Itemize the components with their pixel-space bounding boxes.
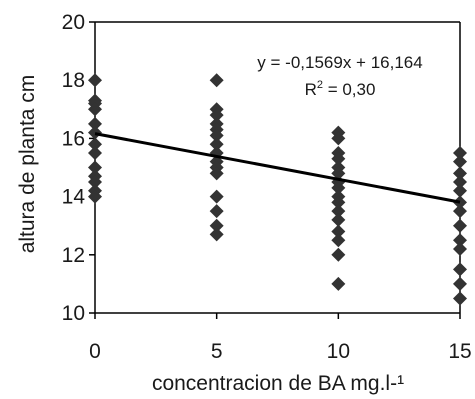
data-point [453,276,467,291]
data-point [453,218,467,233]
data-point [209,204,224,219]
x-tick-label: 5 [211,340,223,363]
data-point [209,128,224,143]
data-point [209,108,224,123]
y-tick-label: 12 [62,244,85,267]
data-point [88,137,102,152]
data-point [88,102,102,117]
data-point [209,189,224,204]
x-ticks: 0 5 10 15 [89,313,472,363]
data-point [209,73,224,88]
r-squared-annotation: R2 = 0,30 [305,79,376,99]
data-point [453,262,467,277]
data-point [331,131,346,146]
data-point [453,145,467,160]
data-point [331,195,346,210]
y-ticks: 10 12 14 16 18 20 [62,11,95,325]
y-tick-label: 18 [62,69,85,92]
y-tick-label: 10 [62,302,85,325]
data-point [453,241,467,256]
x-tick-label: 15 [448,340,471,363]
trendline [94,132,461,204]
data-point [331,212,346,227]
data-point [88,189,102,204]
data-point [88,125,102,140]
data-point [88,160,102,175]
data-point [453,154,467,169]
x-tick-label: 10 [327,340,350,363]
data-point [209,166,224,181]
data-point [209,218,224,233]
data-point [88,145,102,160]
data-point [331,233,346,248]
data-point [88,116,102,131]
data-point [453,291,467,306]
y-axis-title: altura de planta cm [16,75,39,254]
data-point [453,204,467,219]
data-points [88,73,467,306]
data-point [331,204,346,219]
data-point [331,151,346,166]
data-point [453,195,467,210]
y-tick-label: 20 [62,11,85,34]
data-point [453,175,467,190]
data-point [209,137,224,152]
x-tick-label: 0 [89,340,101,363]
equation-annotation: y = -0,1569x + 16,164 [257,53,422,72]
data-point [88,73,102,88]
y-tick-label: 16 [62,127,85,150]
data-point [331,247,346,262]
y-tick-label: 14 [62,186,86,209]
data-point [331,276,346,291]
data-point [453,166,467,181]
data-point [453,233,467,248]
data-point [88,175,102,190]
data-point [331,166,346,181]
data-point [331,180,346,195]
data-point [453,183,467,198]
x-axis-title: concentracion de BA mg.l-¹ [152,372,404,395]
data-point [209,227,224,242]
data-point [331,224,346,239]
